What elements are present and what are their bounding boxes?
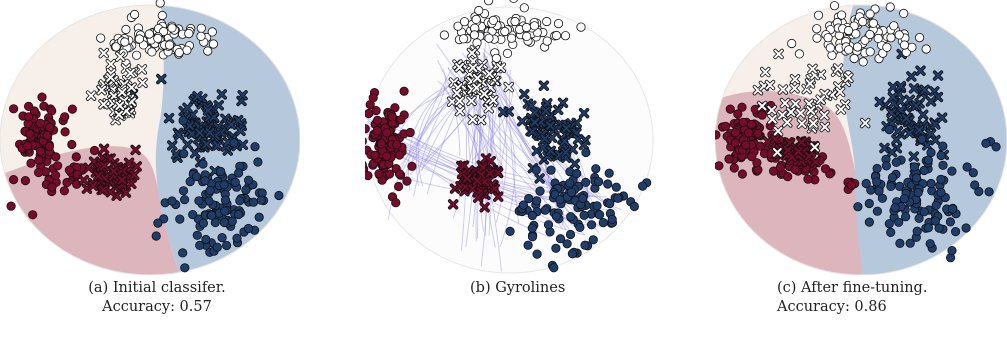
caption-b: (b) Gyrolines: [470, 279, 565, 298]
caption-a-accuracy: Accuracy: 0.57: [102, 299, 212, 315]
caption-c-title: (c) After fine-tuning.: [777, 280, 928, 296]
panel-initial-classifier: (a) Initial classifer. Accuracy: 0.57: [0, 0, 300, 354]
panel-after-fine-tuning: (c) After fine-tuning. Accuracy: 0.86: [715, 0, 1007, 354]
poincare-disk-plot-b: [365, 0, 654, 274]
poincare-disk-plot-c: [715, 1, 1007, 275]
caption-b-title: (b) Gyrolines: [470, 280, 566, 296]
caption-c: (c) After fine-tuning. Accuracy: 0.86: [777, 279, 927, 317]
panel-gyrolines: (b) Gyrolines: [365, 0, 655, 354]
poincare-disk-plot-a: [0, 0, 300, 275]
caption-a-title: (a) Initial classifer.: [88, 280, 226, 296]
caption-c-accuracy: Accuracy: 0.86: [777, 299, 887, 315]
caption-a: (a) Initial classifer. Accuracy: 0.57: [62, 279, 252, 317]
